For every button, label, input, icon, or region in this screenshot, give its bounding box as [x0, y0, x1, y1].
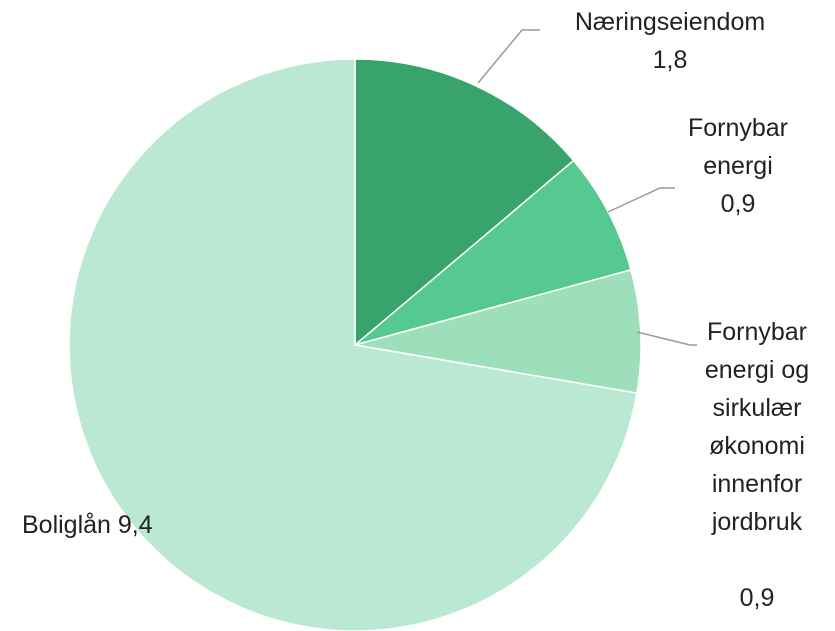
category-label: Næringseiendom	[574, 8, 766, 36]
category-label: Boliglån	[22, 511, 111, 539]
pie-slice	[354, 58, 575, 347]
leader-line	[477, 29, 540, 84]
category-label: Fornybar energi	[687, 114, 789, 180]
value-label: 0,9	[739, 584, 775, 612]
category-label: Fornybar energi og sirkulær økonomi inne…	[704, 318, 810, 536]
leader-line	[636, 331, 697, 346]
pie-slice	[68, 58, 638, 631]
slice-label: Boliglån 9,4	[22, 506, 153, 544]
leader-line	[607, 187, 675, 213]
value-label: 0,9	[720, 190, 756, 218]
pie-slice	[354, 268, 642, 395]
value-label: 1,8	[652, 46, 688, 74]
value-label: 9,4	[117, 511, 153, 539]
